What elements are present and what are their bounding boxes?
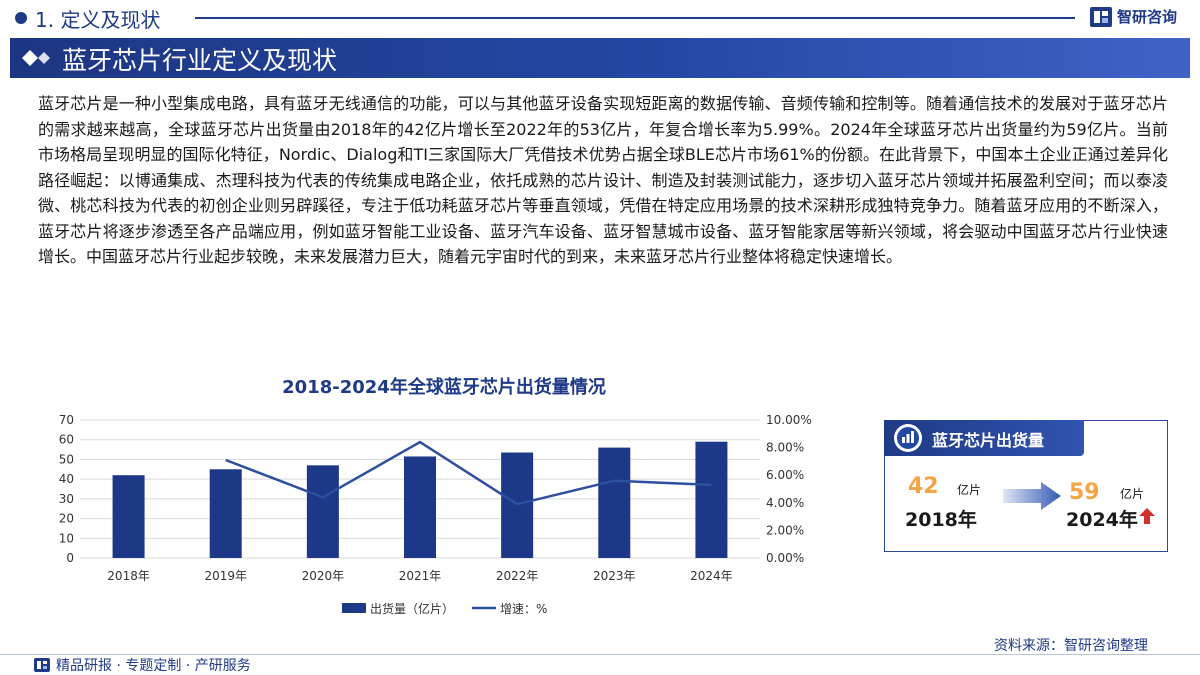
y-right-tick-label: 2.00% xyxy=(766,523,804,537)
card-title: 蓝牙芯片出货量 xyxy=(932,431,1045,450)
x-tick-label: 2019年 xyxy=(204,569,247,583)
y-right-tick-label: 0.00% xyxy=(766,551,804,565)
page-title: 蓝牙芯片行业定义及现状 xyxy=(62,46,338,75)
y-right-tick-label: 8.00% xyxy=(766,441,804,455)
source-note: 资料来源：智研咨询整理 xyxy=(994,638,1148,654)
shipment-callout-card: 蓝牙芯片出货量 xyxy=(884,420,1168,552)
shipment-chart: 2018-2024年全球蓝牙芯片出货量情况 0 10 20 30 40 50 60 70 0.… xyxy=(59,376,812,616)
y-left-tick-label: 50 xyxy=(59,452,74,466)
x-tick-label: 2023年 xyxy=(593,569,636,583)
x-tick-label: 2020年 xyxy=(302,569,345,583)
right-arrow-icon xyxy=(1003,482,1061,510)
footer-tagline: 精品研报 · 专题定制 · 产研服务 xyxy=(34,655,251,675)
y-left-tick-label: 70 xyxy=(59,413,74,427)
bar xyxy=(209,469,242,558)
to-value: 59 xyxy=(1069,480,1100,505)
brand-name: 智研咨询 xyxy=(1117,8,1178,26)
diamond-icon xyxy=(22,50,50,66)
y-right-tick-label: 10.00% xyxy=(766,413,812,427)
chart-title: 2018-2024年全球蓝牙芯片出货量情况 xyxy=(282,376,606,398)
legend-line-label: 增速：% xyxy=(500,602,547,616)
from-value: 42 xyxy=(908,474,939,499)
legend-bar-label: 出货量（亿片） xyxy=(370,601,454,616)
x-tick-label: 2024年 xyxy=(690,569,733,583)
section-label: 1. 定义及现状 xyxy=(35,8,161,32)
bar xyxy=(404,456,436,558)
y-left-tick-label: 0 xyxy=(66,551,74,565)
footer-divider xyxy=(0,654,1200,655)
y-left-tick-label: 30 xyxy=(59,492,74,506)
x-tick-label: 2018年 xyxy=(107,569,150,583)
y-left-tick-label: 60 xyxy=(59,433,74,447)
legend-bar-swatch xyxy=(342,603,366,613)
to-year: 2024年 xyxy=(1066,509,1138,531)
y-left-tick-label: 10 xyxy=(59,531,74,545)
y-right-tick-label: 6.00% xyxy=(766,468,804,482)
bar xyxy=(112,475,145,558)
bullet-icon xyxy=(15,12,27,24)
header-divider xyxy=(195,17,1075,19)
tagline-text: 精品研报 · 专题定制 · 产研服务 xyxy=(56,658,251,674)
brand: 智研咨询 xyxy=(1090,6,1177,27)
to-unit: 亿片 xyxy=(1120,487,1145,501)
section-title-banner: 蓝牙芯片行业定义及现状 xyxy=(10,38,1190,78)
up-arrow-icon xyxy=(1139,508,1155,524)
bar xyxy=(306,465,339,558)
y-left-tick-label: 40 xyxy=(59,472,74,486)
x-tick-label: 2022年 xyxy=(496,569,539,583)
chart-gauge-icon xyxy=(894,424,922,452)
from-unit: 亿片 xyxy=(957,483,982,497)
x-tick-label: 2021年 xyxy=(399,569,442,583)
brand-logo-icon xyxy=(1090,6,1112,27)
from-year: 2018年 xyxy=(905,509,977,531)
y-left-tick-label: 20 xyxy=(59,512,74,526)
y-right-tick-label: 4.00% xyxy=(766,496,804,510)
bar xyxy=(695,441,728,558)
growth-rate-line xyxy=(225,440,712,506)
bar xyxy=(598,447,631,558)
top-header: 1. 定义及现状 智研咨询 xyxy=(0,0,1200,36)
brand-mini-logo-icon xyxy=(34,658,50,672)
card-header: 蓝牙芯片出货量 xyxy=(884,420,1084,456)
intro-paragraph: 蓝牙芯片是一种小型集成电路，具有蓝牙无线通信的功能，可以与其他蓝牙设备实现短距离… xyxy=(38,94,1168,266)
